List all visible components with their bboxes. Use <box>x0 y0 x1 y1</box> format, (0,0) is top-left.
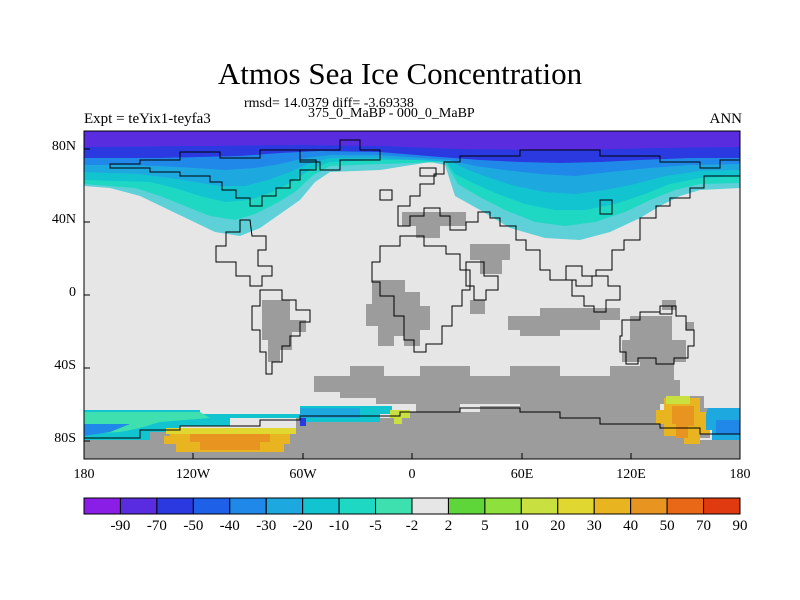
positive-patch <box>666 396 690 404</box>
colorbar-label: 90 <box>732 518 748 534</box>
lon-tick-label: 60E <box>510 467 534 482</box>
colorbar-label: -30 <box>256 518 277 534</box>
lat-tick-label: 80N <box>51 139 76 154</box>
colorbar <box>83 497 741 515</box>
colorbar-swatch <box>375 497 413 515</box>
colorbar-label: -90 <box>110 518 131 534</box>
colorbar-swatch <box>156 497 194 515</box>
land-south-america <box>262 300 306 362</box>
lat-tick-label: 0 <box>69 285 76 300</box>
colorbar-label: 50 <box>659 518 675 534</box>
outline-south-america <box>251 289 311 375</box>
land-central-asia <box>480 260 502 274</box>
colorbar-swatch <box>593 497 632 515</box>
positive-patch <box>166 428 296 434</box>
colorbar-swatch <box>484 497 522 515</box>
colorbar-swatch <box>119 497 158 515</box>
coastlines <box>84 139 740 439</box>
outline-arabia <box>465 261 499 301</box>
colorbar-label: 20 <box>550 518 566 534</box>
colorbar-swatch <box>265 497 304 515</box>
experiment-label: Expt = teYix1-teyfa3 <box>84 111 211 127</box>
map-field <box>84 131 740 459</box>
outline-antarctica <box>84 407 740 439</box>
antarctic-band <box>300 418 306 426</box>
colorbar-swatch <box>229 497 267 515</box>
colorbar-label: 70 <box>696 518 712 534</box>
antarctic-band <box>84 424 130 436</box>
positive-patch <box>190 432 270 450</box>
colorbar-label: -70 <box>146 518 167 534</box>
colorbar-swatch <box>520 497 559 515</box>
colorbar-label: 10 <box>513 518 529 534</box>
arctic-band <box>84 131 740 150</box>
colorbar-swatch <box>338 497 377 515</box>
colorbar-label: 30 <box>586 518 602 534</box>
outline-eurasia <box>397 149 740 281</box>
plot-title: Atmos Sea Ice Concentration <box>217 56 583 91</box>
lat-tick-label: 40N <box>51 212 76 227</box>
land-pacific-islands <box>686 322 694 330</box>
colorbar-swatch <box>557 497 595 515</box>
colorbar-label: -5 <box>369 518 382 534</box>
stats-line: rmsd= 14.0379 diff= -3.69338 <box>244 96 414 111</box>
outline-north-america <box>109 149 317 287</box>
colorbar-swatch <box>703 497 741 515</box>
lon-tick-label: 0 <box>408 467 416 482</box>
lat-tick-label: 80S <box>54 431 76 446</box>
season-label: ANN <box>709 111 743 127</box>
colorbar-label: -2 <box>405 518 419 534</box>
colorbar-swatch <box>83 497 121 515</box>
land-indian-ocean <box>520 308 620 336</box>
colorbar-label: -20 <box>292 518 313 534</box>
land-antarctic-margin <box>296 418 400 440</box>
outline-africa <box>371 235 471 353</box>
colorbar-swatch <box>302 497 340 515</box>
lat-tick-label: 40S <box>54 358 76 373</box>
colorbar-label: -10 <box>329 518 350 534</box>
colorbar-label: 5 <box>481 518 489 534</box>
lon-tick-label: 60W <box>289 467 317 482</box>
colorbar-label: 40 <box>623 518 639 534</box>
colorbar-label: -40 <box>219 518 240 534</box>
outline-greenland <box>299 139 381 171</box>
positive-patch <box>390 410 410 424</box>
colorbar-swatch <box>630 497 668 515</box>
outline-se-asia <box>560 275 621 313</box>
antarctic-band <box>716 420 740 434</box>
colorbar-swatch <box>447 497 486 515</box>
lon-tick-label: 120E <box>616 467 646 482</box>
colorbar-swatch <box>666 497 705 515</box>
colorbar-swatch <box>192 497 231 515</box>
axis-ticks <box>84 148 632 459</box>
outline-islands <box>379 167 673 315</box>
positive-patch <box>672 406 694 438</box>
colorbar-label: -50 <box>183 518 204 534</box>
lon-tick-label: 180 <box>729 467 751 482</box>
land-southern-ocean-band <box>314 366 704 412</box>
land-central-asia <box>470 244 510 260</box>
lon-tick-label: 120W <box>175 467 211 482</box>
plot-subtitle: 375_0_MaBP - 000_0_MaBP <box>308 106 475 121</box>
lon-tick-label: 180 <box>73 467 95 482</box>
colorbar-swatch <box>411 497 449 515</box>
colorbar-label: 2 <box>444 518 453 534</box>
land-pacific-islands <box>662 300 676 310</box>
